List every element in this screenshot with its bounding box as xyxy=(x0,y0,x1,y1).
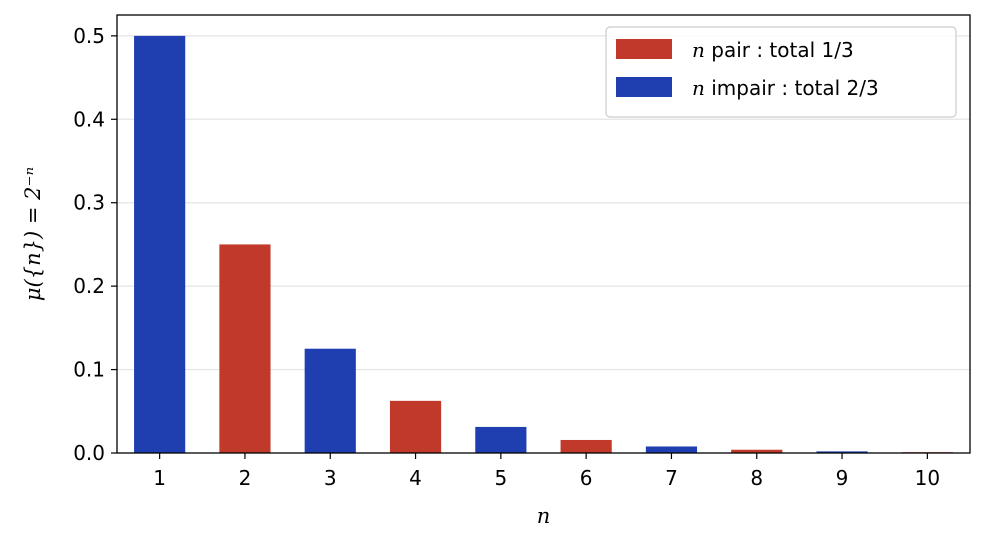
bar-n-9 xyxy=(816,451,868,453)
y-tick-label: 0.0 xyxy=(73,441,105,465)
bar-n-2 xyxy=(219,244,271,453)
legend-label-pair: n pair : total 1/3 xyxy=(692,38,854,62)
y-tick-label: 0.2 xyxy=(73,274,105,298)
bar-n-5 xyxy=(475,426,527,453)
bar-n-1 xyxy=(134,35,186,453)
legend-variable: n xyxy=(692,38,705,62)
x-tick-label: 9 xyxy=(836,466,849,490)
bar-n-4 xyxy=(389,400,442,453)
legend-series-name: impair : total 2/3 xyxy=(705,76,879,100)
legend-label-impair: n impair : total 2/3 xyxy=(692,76,879,100)
x-tick-label: 8 xyxy=(750,466,763,490)
legend: n pair : total 1/3n impair : total 2/3 xyxy=(605,26,957,118)
bar-n-7 xyxy=(645,446,698,453)
y-tick-label: 0.5 xyxy=(73,24,105,48)
x-tick-label: 7 xyxy=(665,466,678,490)
x-tick-label: 2 xyxy=(239,466,252,490)
x-tick-label: 4 xyxy=(409,466,422,490)
legend-swatch-impair xyxy=(616,77,672,97)
bar-n-8 xyxy=(731,449,783,453)
x-tick-label: 1 xyxy=(153,466,166,490)
y-tick-label: 0.1 xyxy=(73,358,105,382)
legend-box xyxy=(605,26,957,118)
plot-frame xyxy=(116,14,971,454)
legend-variable: n xyxy=(692,76,705,100)
bar-n-3 xyxy=(304,348,356,453)
y-axis-label: μ({n}) = 2⁻ⁿ xyxy=(21,167,45,301)
y-tick-label: 0.4 xyxy=(73,107,105,131)
legend-swatch-pair xyxy=(616,39,672,59)
x-tick-label: 6 xyxy=(580,466,593,490)
x-axis-ticks: 1 2 3 4 5 6 7 8 9 10 xyxy=(153,453,940,490)
x-tick-label: 3 xyxy=(324,466,337,490)
x-tick-label: 10 xyxy=(915,466,940,490)
x-axis-label: n xyxy=(537,504,551,528)
y-tick-label: 0.3 xyxy=(73,191,105,215)
legend-series-name: pair : total 1/3 xyxy=(705,38,854,62)
y-axis-ticks: 0.0 0.1 0.2 0.3 0.4 0.5 xyxy=(73,24,117,465)
x-tick-label: 5 xyxy=(494,466,507,490)
bar-n-6 xyxy=(560,439,612,453)
